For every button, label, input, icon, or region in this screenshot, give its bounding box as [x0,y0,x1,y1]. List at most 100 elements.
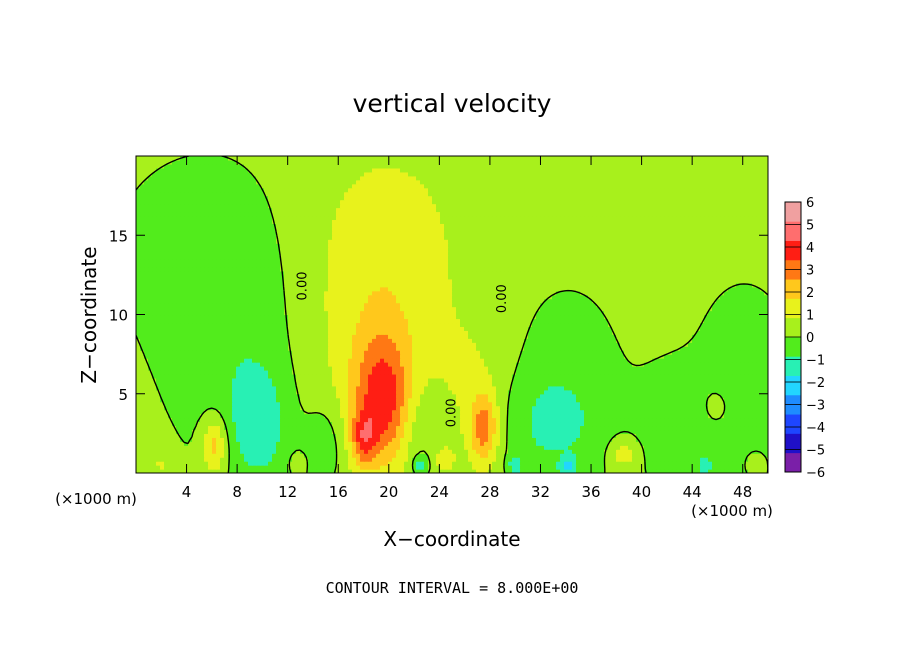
heatmap-cell [472,409,477,415]
heatmap-cell [564,366,569,371]
heatmap-cell [752,429,757,434]
heatmap-cell [536,437,541,442]
heatmap-cell [232,457,237,462]
heatmap-cell [688,362,693,367]
heatmap-cell [708,389,713,395]
heatmap-cell [156,433,161,438]
heatmap-cell [408,358,413,363]
heatmap-cell [560,417,565,423]
heatmap-cell [700,445,705,450]
heatmap-cell [760,350,765,355]
heatmap-cell [712,405,717,411]
heatmap-cell [380,354,385,359]
heatmap-cell [664,413,669,419]
heatmap-cell [760,421,765,427]
heatmap-cell [544,358,549,363]
heatmap-cell [340,425,345,431]
heatmap-cell [356,389,361,395]
heatmap-cell [624,421,629,427]
heatmap-cell [480,373,485,379]
heatmap-cell [336,354,341,359]
heatmap-cell [260,465,265,470]
heatmap-cell [228,354,233,359]
heatmap-cell [528,433,533,438]
heatmap-cell [696,425,701,431]
heatmap-cell [720,421,725,427]
heatmap-cell [516,465,521,470]
heatmap-cell [696,381,701,387]
heatmap-cell [744,409,749,415]
heatmap-cell [348,377,353,383]
heatmap-cell [476,417,481,423]
heatmap-cell [456,397,461,403]
heatmap-cell [292,358,297,363]
heatmap-cell [504,425,509,431]
heatmap-cell [236,417,241,423]
heatmap-cell [396,401,401,407]
heatmap-cell [524,429,529,434]
heatmap-cell [396,449,401,454]
heatmap-cell [740,385,745,391]
heatmap-cell [220,433,225,438]
heatmap-cell [224,346,229,351]
heatmap-cell [472,417,477,423]
heatmap-cell [588,389,593,395]
heatmap-cell [408,401,413,407]
heatmap-cell [384,362,389,367]
heatmap-cell [700,425,705,431]
heatmap-cell [232,362,237,367]
heatmap-cell [332,381,337,387]
heatmap-cell [664,397,669,403]
heatmap-cell [456,469,461,473]
heatmap-cell [672,405,677,411]
heatmap-cell [256,437,261,442]
heatmap-cell [700,350,705,355]
heatmap-cell [536,469,541,473]
heatmap-cell [540,381,545,387]
heatmap-cell [704,465,709,470]
heatmap-cell [412,369,417,375]
heatmap-cell [188,373,193,379]
heatmap-cell [424,409,429,415]
heatmap-cell [364,441,369,446]
heatmap-cell [472,441,477,446]
heatmap-cell [156,425,161,431]
heatmap-cell [584,453,589,458]
heatmap-cell [372,457,377,462]
heatmap-cell [724,401,729,407]
heatmap-cell [492,366,497,371]
heatmap-cell [736,405,741,411]
heatmap-cell [756,362,761,367]
heatmap-cell [504,397,509,403]
heatmap-cell [172,421,177,427]
heatmap-cell [344,437,349,442]
heatmap-cell [496,366,501,371]
heatmap-cell [576,354,581,359]
heatmap-cell [572,413,577,419]
heatmap-cell [412,461,417,466]
heatmap-cell [492,401,497,407]
heatmap-cell [504,405,509,411]
heatmap-cell [580,409,585,415]
heatmap-cell [592,350,597,355]
heatmap-cell [328,401,333,407]
heatmap-cell [684,449,689,454]
heatmap-cell [408,405,413,411]
heatmap-cell [412,354,417,359]
heatmap-cell [660,362,665,367]
heatmap-cell [632,373,637,379]
heatmap-cell [148,401,153,407]
heatmap-cell [512,417,517,423]
heatmap-cell [328,409,333,415]
heatmap-cell [744,465,749,470]
heatmap-cell [388,346,393,351]
heatmap-cell [220,401,225,407]
heatmap-cell [492,421,497,427]
heatmap-cell [256,358,261,363]
heatmap-cell [556,425,561,431]
heatmap-cell [196,457,201,462]
heatmap-cell [624,449,629,454]
heatmap-cell [452,433,457,438]
heatmap-cell [712,469,717,473]
heatmap-cell [356,425,361,431]
